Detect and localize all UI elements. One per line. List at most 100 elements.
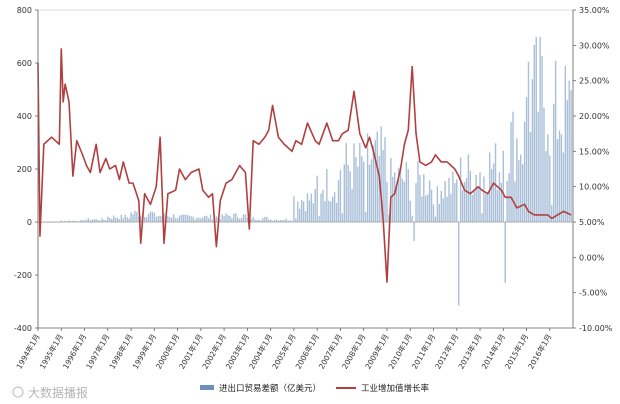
trade-balance-bar: [132, 214, 134, 222]
trade-balance-bar: [229, 215, 231, 222]
trade-balance-bar: [531, 79, 534, 222]
trade-balance-bar: [554, 60, 557, 222]
trade-balance-bar: [502, 150, 504, 222]
trade-balance-bar: [560, 134, 563, 222]
trade-balance-bar: [483, 176, 485, 222]
trade-balance-bar: [289, 220, 291, 222]
trade-balance-bar: [207, 218, 210, 222]
trade-balance-bar: [223, 216, 225, 222]
trade-balance-bar: [167, 216, 169, 222]
trade-balance-bar: [392, 176, 394, 222]
trade-balance-bar: [285, 218, 287, 222]
trade-balance-bar: [372, 145, 375, 222]
trade-balance-bar: [458, 222, 460, 306]
trade-balance-bar: [242, 214, 245, 222]
trade-balance-bar: [566, 100, 568, 222]
trade-balance-bar: [244, 214, 247, 222]
trade-balance-bar: [465, 178, 468, 222]
trade-balance-bar: [171, 217, 173, 222]
trade-balance-bar: [326, 169, 328, 222]
trade-balance-bar: [110, 218, 113, 222]
trade-balance-bar: [186, 215, 188, 222]
trade-balance-bar: [99, 220, 101, 222]
trade-balance-bar: [176, 218, 179, 222]
trade-balance-bar: [314, 189, 316, 222]
trade-balance-bar: [124, 214, 126, 222]
trade-balance-bar: [343, 164, 346, 222]
trade-balance-bar: [192, 216, 194, 222]
trade-balance-bar: [549, 155, 551, 222]
trade-balance-bar: [256, 220, 258, 222]
trade-balance-bar: [333, 192, 336, 222]
trade-balance-bar: [359, 142, 361, 222]
trade-balance-bar: [161, 216, 163, 222]
trade-balance-bar: [539, 37, 541, 222]
trade-balance-bar: [221, 214, 223, 222]
trade-balance-bar: [304, 211, 307, 222]
trade-balance-bar: [368, 164, 371, 222]
trade-balance-bar: [260, 220, 262, 222]
trade-balance-bar: [116, 217, 119, 222]
trade-balance-bar: [184, 214, 187, 222]
left-tick-label: 200: [17, 165, 32, 174]
trade-balance-bar: [430, 189, 433, 222]
trade-balance-bar: [514, 181, 516, 222]
trade-balance-bar: [202, 217, 204, 222]
trade-balance-bar: [413, 222, 415, 242]
trade-balance-bar: [366, 133, 369, 222]
trade-balance-bar: [269, 219, 272, 222]
trade-balance-bar: [159, 215, 161, 222]
trade-balance-bar: [273, 220, 276, 222]
left-tick-label: 0: [27, 218, 32, 227]
trade-balance-bar: [219, 219, 221, 222]
left-tick-label: 800: [17, 6, 32, 15]
x-axis: 1994年1月1995年1月1996年1月1997年1月1998年1月1999年…: [14, 327, 573, 371]
trade-balance-bar: [235, 213, 237, 222]
trade-balance-bar: [169, 217, 171, 222]
trade-balance-bar: [231, 218, 233, 222]
trade-balance-bar: [268, 219, 270, 222]
right-tick-label: -10.00%: [579, 324, 613, 333]
plot-area: [37, 9, 574, 329]
trade-balance-bar: [89, 220, 92, 222]
trade-balance-bar: [510, 122, 512, 222]
legend-label-line: 工业增加值增长率: [361, 383, 430, 394]
trade-balance-bar: [225, 213, 227, 222]
trade-balance-bar: [157, 216, 159, 222]
trade-balance-bar: [489, 152, 491, 222]
trade-balance-bar: [308, 200, 311, 222]
trade-balance-bar: [320, 193, 322, 222]
trade-balance-bar: [271, 220, 274, 222]
trade-balance-bar: [238, 218, 241, 222]
trade-balance-bar: [461, 190, 464, 222]
legend-label-bar: 进出口贸易差额（亿美元）: [219, 383, 321, 394]
trade-balance-bar: [300, 199, 303, 222]
trade-balance-bar: [345, 142, 347, 222]
trade-balance-bar: [173, 214, 175, 222]
trade-balance-bar: [236, 217, 239, 222]
trade-balance-bar: [74, 220, 76, 222]
trade-balance-bar: [442, 198, 444, 222]
trade-balance-bar: [353, 143, 355, 222]
trade-balance-bar: [341, 213, 344, 222]
trade-balance-bar: [498, 172, 501, 222]
trade-balance-bar: [128, 218, 130, 222]
trade-balance-bar: [60, 220, 62, 222]
trade-balance-bar: [407, 169, 409, 222]
trade-balance-bar: [535, 36, 537, 222]
trade-balance-bar: [446, 196, 448, 222]
right-tick-label: 25.00%: [579, 77, 610, 86]
trade-balance-bar: [558, 130, 561, 222]
right-y-axis: -10.00% -5.00% 0.00% 5.00% 10.00% 15.00% 20.00…: [572, 6, 613, 333]
trade-balance-bar: [444, 180, 446, 222]
trade-balance-bar: [378, 156, 380, 222]
trade-balance-bar: [122, 218, 124, 222]
trade-balance-bar: [151, 211, 154, 222]
trade-balance-bar: [196, 217, 198, 222]
trade-balance-bar: [357, 166, 359, 222]
trade-balance-bar: [504, 222, 506, 283]
trade-balance-bar: [370, 159, 373, 222]
trade-balance-bar: [432, 204, 435, 222]
trade-balance-bar: [120, 214, 123, 222]
trade-balance-bar: [485, 194, 487, 222]
